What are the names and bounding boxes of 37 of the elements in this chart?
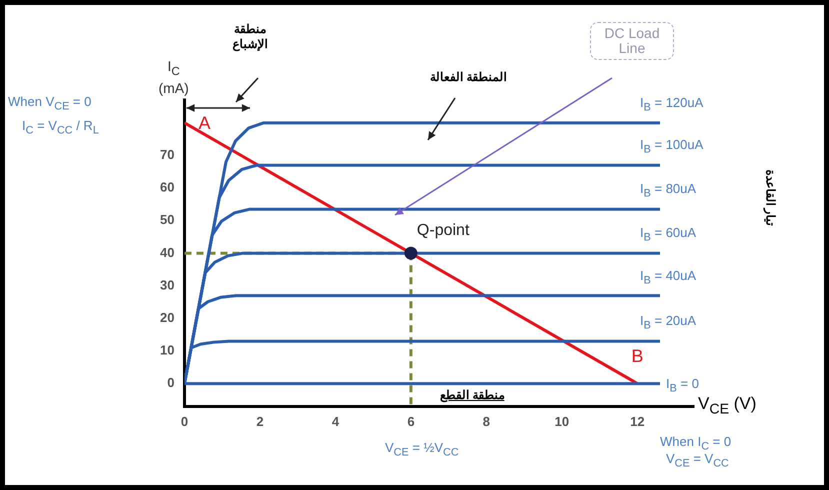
y-tick-label: 60	[160, 180, 174, 195]
x-tick-label: 4	[332, 414, 340, 429]
text: المنطقة الفعالة	[430, 70, 506, 85]
series-label: I$_{B}$ = 120uA	[640, 94, 704, 116]
text: منطقة الإشباع	[232, 22, 268, 52]
y-tick-label: 70	[160, 146, 174, 162]
series-label: I$_{B}$ = 80uA	[640, 181, 696, 202]
text: V$_{CE}$ = ½V$_{CC}$	[385, 440, 459, 461]
text: I$_{C}$ = V$_{CC}$ / R$_{L}$	[22, 118, 99, 139]
annotation: Q-point	[416, 222, 470, 240]
annotation: A	[198, 112, 210, 133]
text: When V$_{CE}$ = 0	[8, 94, 92, 115]
text: تيار القاعدة	[762, 169, 778, 226]
x-tick-label: 12	[630, 414, 645, 429]
annotation: منطقة القطع	[440, 388, 504, 402]
series-label: I$_{B}$ = 20uA	[640, 313, 696, 334]
text: V$_{CE}$ = V$_{CC}$	[666, 451, 729, 472]
series-label: I$_{B}$ = 60uA	[640, 225, 696, 246]
y-tick-label: 50	[160, 212, 174, 228]
text: When I$_{C}$ = 0	[660, 434, 732, 453]
y-tick-label: 20	[160, 310, 174, 325]
x-tick-label: 0	[180, 414, 188, 429]
y-tick-label: 10	[160, 342, 174, 358]
series-label: I$_{B}$ = 40uA	[640, 268, 696, 288]
x-tick-label: 2	[256, 414, 264, 429]
y-axis-title: I$_{C}$ (mA)	[158, 58, 189, 96]
x-tick-label: 10	[554, 414, 570, 429]
series-label: I$_{B}$ = 100uA	[640, 137, 704, 158]
annotation: B	[631, 346, 644, 366]
series-label: I$_{B}$ = 0	[666, 376, 699, 396]
y-tick-label: 40	[160, 244, 174, 260]
y-tick-label: 0	[167, 375, 174, 390]
y-tick-label: 30	[160, 277, 174, 292]
x-tick-label: 8	[482, 414, 490, 429]
x-axis-title: V$_{CE}$ (V)	[698, 394, 756, 420]
text: DC Load Line	[590, 22, 674, 60]
x-tick-label: 6	[407, 414, 415, 429]
